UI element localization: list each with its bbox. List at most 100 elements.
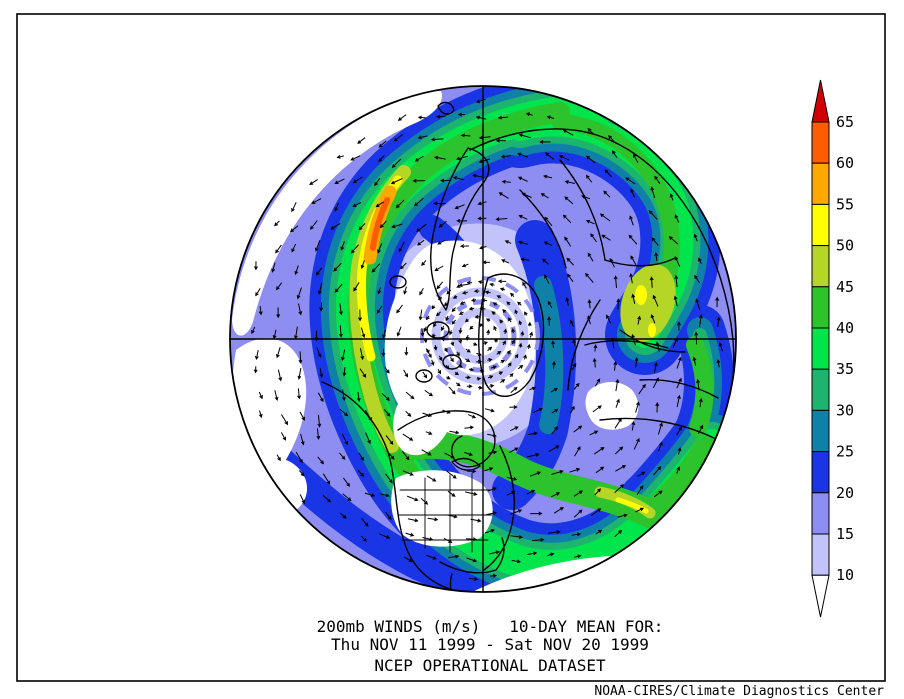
wind-arrow bbox=[342, 367, 347, 377]
wind-arrow bbox=[465, 375, 472, 380]
wind-arrow bbox=[543, 174, 553, 179]
wind-arrow bbox=[465, 318, 469, 323]
wind-arrow bbox=[649, 276, 654, 288]
wind-arrow bbox=[503, 328, 508, 335]
colorbar-tick-20: 20 bbox=[836, 484, 854, 502]
wind-arrow bbox=[451, 319, 456, 325]
wind-arrow bbox=[254, 261, 258, 271]
wind-arrow bbox=[397, 114, 407, 121]
wind-arrow bbox=[547, 552, 555, 557]
wind-arrow bbox=[676, 356, 682, 369]
wind-arrow bbox=[396, 304, 403, 314]
wind-arrow bbox=[527, 321, 532, 327]
wind-arrow bbox=[458, 339, 463, 344]
wind-arrow bbox=[360, 260, 365, 270]
wind-arrow bbox=[442, 409, 451, 414]
wind-arrow bbox=[529, 331, 534, 338]
wind-arrow bbox=[377, 287, 382, 295]
wind-arrow bbox=[469, 325, 474, 330]
wind-arrow bbox=[460, 133, 471, 138]
wind-arrow bbox=[350, 244, 359, 254]
wind-arrow bbox=[489, 573, 498, 578]
wind-arrow bbox=[633, 437, 640, 450]
wind-arrow bbox=[316, 428, 321, 441]
wind-arrow bbox=[289, 225, 299, 233]
polar-map bbox=[230, 86, 736, 592]
wind-arrow bbox=[587, 299, 592, 309]
wind-arrow bbox=[297, 388, 302, 400]
wind-arrow bbox=[255, 288, 261, 297]
wind-arrow bbox=[669, 193, 674, 201]
border-asia-1 bbox=[559, 159, 606, 261]
wind-arrow bbox=[606, 314, 612, 324]
colorbar-tick-35: 35 bbox=[836, 360, 854, 378]
wind-arrow bbox=[654, 175, 661, 184]
wind-arrow bbox=[673, 295, 678, 307]
wind-arrow bbox=[352, 176, 363, 184]
wind-arrow bbox=[657, 422, 663, 435]
wind-arrow bbox=[573, 509, 583, 518]
wind-arrow bbox=[458, 364, 463, 368]
wind-arrow bbox=[510, 509, 523, 515]
wind-arrow bbox=[338, 325, 343, 338]
wind-arrow bbox=[338, 303, 343, 316]
wind-arrow bbox=[500, 154, 511, 159]
wind-arrow bbox=[648, 210, 658, 220]
wind-arrow bbox=[296, 287, 302, 300]
wind-arrow bbox=[564, 236, 572, 247]
wind-arrow bbox=[525, 112, 533, 117]
coastline-gulf-florida bbox=[439, 537, 505, 574]
wind-arrow bbox=[258, 305, 263, 316]
wind-arrow bbox=[375, 201, 384, 208]
colorbar-band-45-50 bbox=[811, 245, 830, 288]
wind-arrow bbox=[615, 465, 627, 472]
wind-arrow bbox=[608, 135, 614, 141]
wind-arrow bbox=[520, 257, 530, 262]
wind-arrow bbox=[603, 190, 611, 198]
wind-arrow bbox=[456, 351, 460, 357]
wind-arrow bbox=[509, 373, 514, 378]
wind-arrow bbox=[593, 344, 598, 352]
wind-arrow bbox=[518, 214, 528, 220]
wind-arrow bbox=[527, 431, 538, 436]
wind-arrow bbox=[498, 371, 504, 375]
border-asia-4 bbox=[619, 329, 686, 353]
wind-arrow bbox=[426, 554, 437, 560]
wind-arrow bbox=[573, 490, 583, 497]
wind-arrow bbox=[527, 453, 540, 458]
wind-arrow bbox=[385, 511, 392, 520]
wind-arrow bbox=[716, 359, 721, 368]
wind-arrow bbox=[340, 512, 347, 519]
wind-arrow bbox=[371, 263, 381, 273]
wind-arrow bbox=[573, 425, 583, 433]
wind-arrow bbox=[564, 180, 576, 184]
wind-arrow bbox=[548, 445, 560, 453]
colorbar-tick-50: 50 bbox=[836, 237, 854, 255]
wind-arrow bbox=[490, 365, 497, 370]
wind-arrow bbox=[452, 295, 458, 299]
wind-arrow bbox=[365, 432, 371, 445]
colorbar-band-60-65 bbox=[811, 121, 830, 164]
wind-arrow bbox=[551, 360, 556, 369]
wind-arrow bbox=[393, 134, 404, 142]
wind-arrow bbox=[658, 441, 663, 452]
wind-arrow bbox=[450, 357, 454, 363]
wind-arrow bbox=[317, 282, 323, 295]
wind-arrow bbox=[496, 295, 502, 299]
wind-arrow bbox=[422, 371, 428, 379]
colorbar-tick-40: 40 bbox=[836, 319, 854, 337]
wind-arrow bbox=[487, 358, 493, 362]
wind-arrow bbox=[299, 411, 305, 421]
coastline-arctic-island-1 bbox=[426, 321, 450, 339]
wind-arrow bbox=[356, 391, 361, 403]
wind-arrow bbox=[405, 532, 415, 537]
wind-arrow bbox=[484, 408, 495, 413]
wind-arrow bbox=[492, 302, 498, 306]
wind-arrow bbox=[551, 408, 559, 414]
wind-arrow bbox=[465, 358, 471, 363]
wind-arrow bbox=[459, 244, 469, 249]
wind-arrow bbox=[676, 426, 682, 436]
wind-arrow bbox=[475, 115, 487, 120]
wind-arrow bbox=[551, 470, 564, 475]
